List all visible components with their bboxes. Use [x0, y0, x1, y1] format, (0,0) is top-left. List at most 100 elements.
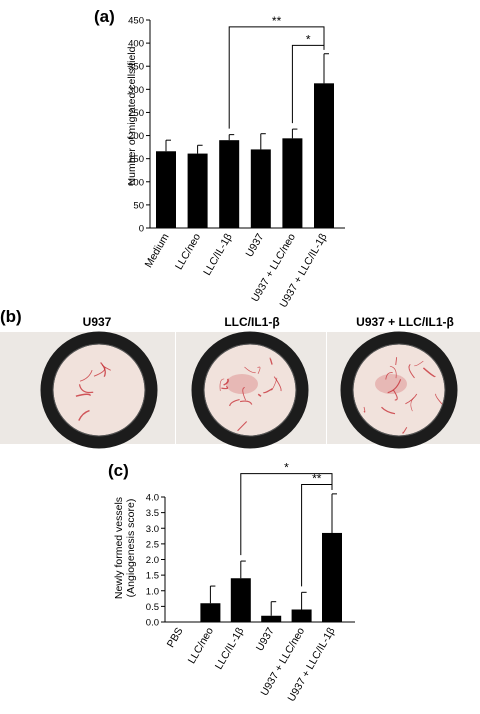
photo-title-2: LLC/IL1-β: [224, 315, 279, 329]
y-tick-label: 200: [128, 131, 144, 142]
y-tick-label: 1.0: [146, 586, 159, 597]
blood-vessel: [78, 409, 90, 421]
y-tick-label: 3.0: [146, 524, 159, 535]
blood-vessel: [219, 378, 225, 391]
blood-vessel: [269, 357, 273, 365]
y-tick-label: 250: [128, 108, 144, 119]
bar: [156, 151, 176, 228]
category-label: Medium: [143, 231, 172, 270]
y-axis-label: Number of migrated cells/field: [126, 46, 138, 185]
category-label: U937: [243, 231, 266, 259]
bar: [200, 603, 221, 622]
category-label: LLC/neo: [186, 625, 216, 666]
ring-inner-edge: [352, 343, 446, 437]
y-tick-label: 2.0: [146, 555, 159, 566]
category-label: LLC/IL-1β: [213, 626, 247, 672]
blood-vessel: [408, 364, 415, 379]
blood-vessel: [239, 400, 253, 405]
significance-bracket: [301, 484, 333, 587]
significance-bracket: [228, 26, 325, 129]
y-axis-label-2: (Angiogenesis score): [125, 499, 137, 598]
y-tick-label: 4.0: [146, 493, 159, 504]
y-tick-label: 450: [128, 16, 144, 27]
blood-vessel: [262, 388, 273, 394]
blood-vessel: [402, 426, 408, 434]
y-tick-label: 2.5: [146, 539, 159, 550]
blood-vessel: [395, 357, 398, 366]
tissue-disc: [204, 344, 296, 436]
blood-vessel: [273, 376, 282, 392]
ring: [340, 331, 458, 449]
category-label: LLC/IL-1β: [201, 232, 235, 278]
y-tick-label: 0: [139, 224, 144, 235]
blood-vessel: [223, 378, 229, 386]
blood-vessel: [257, 393, 262, 397]
ring: [191, 331, 309, 449]
tissue-disc: [53, 344, 145, 436]
y-tick-label: 300: [128, 85, 144, 96]
blood-vessel: [78, 384, 94, 394]
hemorrhage-spot: [375, 374, 407, 394]
significance-bracket: [240, 473, 333, 556]
blood-vessel: [414, 360, 424, 367]
bar: [291, 609, 312, 622]
panel-label-c: (c): [108, 461, 129, 480]
bar: [282, 138, 303, 228]
hemorrhage-spot: [226, 374, 258, 394]
panel-label-a: (a): [94, 7, 115, 26]
blood-vessel: [410, 397, 414, 412]
category-label: PBS: [165, 626, 186, 650]
bar: [322, 532, 342, 622]
y-axis-label: Newly formed vessels: [113, 497, 125, 599]
blood-vessel: [435, 393, 444, 406]
blood-vessel: [271, 377, 278, 391]
blood-vessel: [257, 366, 261, 374]
photo-title-3: U937 + LLC/IL1-β: [356, 315, 454, 329]
y-tick-label: 350: [128, 62, 144, 73]
category-label: LLC/neo: [173, 231, 203, 272]
blood-vessel: [75, 393, 92, 397]
bar: [187, 153, 208, 228]
blood-vessel: [229, 399, 240, 407]
blood-vessel: [392, 389, 398, 401]
blood-vessel: [363, 406, 366, 413]
angiogenesis-photos: [0, 331, 480, 449]
bar: [219, 140, 240, 228]
panel-label-b: (b): [0, 307, 22, 326]
bar: [250, 149, 271, 228]
ring-inner-edge: [203, 343, 297, 437]
significance-bracket: [291, 44, 325, 124]
blood-vessel: [389, 365, 397, 379]
blood-vessel: [387, 379, 402, 394]
ring-inner-edge: [52, 343, 146, 437]
category-label: U937: [254, 625, 277, 653]
significance-label: *: [284, 461, 289, 475]
y-tick-label: 1.5: [146, 571, 159, 582]
significance-label: **: [272, 14, 282, 28]
y-tick-label: 3.5: [146, 508, 159, 519]
significance-label: **: [312, 472, 322, 486]
bar: [230, 578, 251, 622]
blood-vessel: [237, 421, 248, 432]
y-tick-label: 0.0: [146, 618, 159, 629]
blood-vessel: [79, 369, 93, 382]
y-tick-label: 50: [133, 200, 144, 211]
bar: [261, 615, 282, 622]
y-tick-label: 150: [128, 154, 144, 165]
tissue-disc: [353, 344, 445, 436]
blood-vessel: [385, 372, 393, 380]
chart-a-migration: 0 50 100 150 200 250 300 350 400 450 Number of mig…: [126, 14, 345, 310]
blood-vessel: [422, 367, 436, 378]
blood-vessel: [244, 366, 256, 374]
chart-c-angiogenesis: 0.0 0.5 1.0 1.5 2.0 2.5 3.0 3.5 4.0 Newly formed …: [113, 461, 355, 704]
blood-vessel: [242, 386, 246, 401]
bar: [314, 83, 334, 228]
blood-vessel: [381, 406, 396, 415]
blood-vessel: [221, 385, 229, 390]
y-tick-label: 400: [128, 39, 144, 50]
significance-label: *: [306, 32, 311, 46]
ring: [40, 331, 158, 449]
blood-vessel: [100, 362, 106, 377]
y-tick-label: 0.5: [146, 602, 159, 613]
